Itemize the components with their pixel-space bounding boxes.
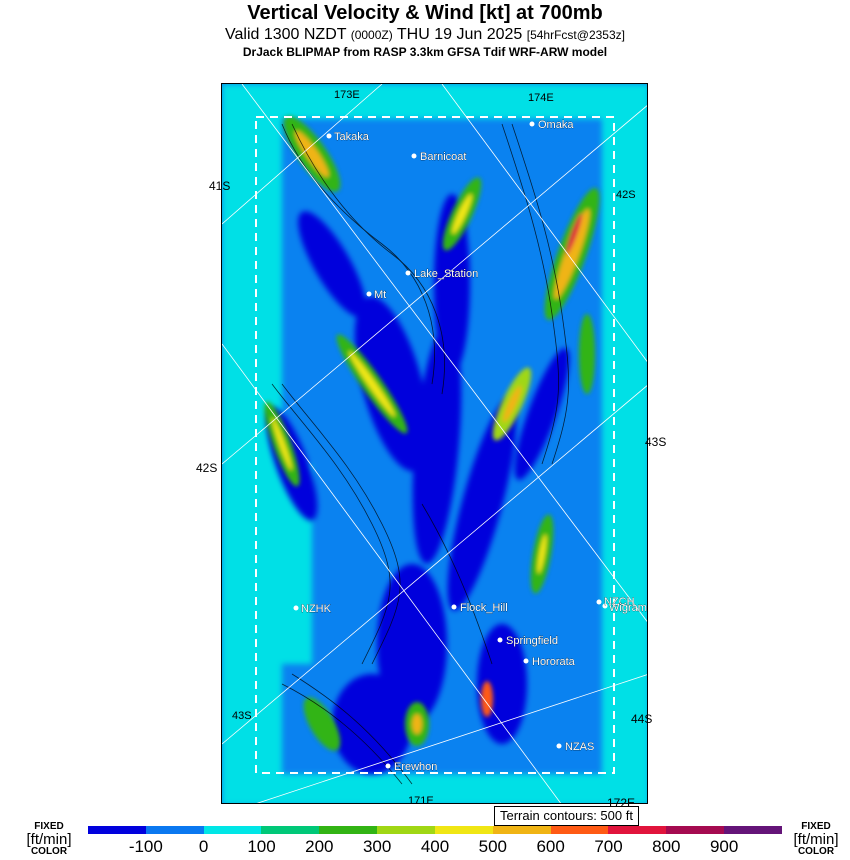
color-scale-swatch bbox=[377, 826, 435, 834]
station-marker-springfield bbox=[497, 637, 503, 643]
velocity-map: Takaka Omaka Barnicoat Lake_Station Mt N… bbox=[221, 83, 648, 804]
color-scale-tick-label: -100 bbox=[128, 837, 163, 856]
station-label-lake-station: Lake_Station bbox=[414, 268, 478, 280]
station-label-erewhon: Erewhon bbox=[394, 761, 437, 773]
station-marker-nzch bbox=[596, 599, 602, 605]
grid-label-171e: 171E bbox=[408, 795, 434, 804]
station-marker-omaka bbox=[529, 121, 535, 127]
model-info: DrJack BLIPMAP from RASP 3.3km GFSA Tdif… bbox=[242, 45, 608, 59]
color-scale-tick-label: 300 bbox=[362, 837, 392, 856]
station-marker-erewhon bbox=[385, 763, 391, 769]
legend-units-right: FIXED [ft/min] COLOR bbox=[786, 822, 846, 857]
station-markers bbox=[293, 121, 608, 769]
legend-unit-right: [ft/min] bbox=[793, 831, 839, 848]
station-label-nzas: NZAS bbox=[565, 741, 594, 753]
station-label-nzch: NZCH bbox=[604, 596, 635, 608]
color-scale-swatch bbox=[434, 826, 493, 834]
graticule bbox=[222, 84, 647, 803]
color-scale-swatch bbox=[608, 826, 667, 834]
valid-date: THU 19 Jun 2025 bbox=[396, 26, 523, 43]
station-label-omaka: Omaka bbox=[538, 119, 574, 131]
station-label-takaka: Takaka bbox=[334, 131, 370, 143]
station-labels: Takaka Omaka Barnicoat Lake_Station Mt N… bbox=[301, 119, 647, 773]
color-scale-tick-label: 600 bbox=[536, 837, 565, 856]
station-label-nzhk: NZHK bbox=[301, 603, 332, 615]
legend-color-right: COLOR bbox=[797, 846, 835, 857]
station-marker-barnicoat bbox=[411, 153, 417, 159]
color-scale-tick-label: 100 bbox=[247, 837, 276, 856]
chart-title: Vertical Velocity & Wind [kt] at 700mb bbox=[247, 2, 603, 24]
station-label-barnicoat: Barnicoat bbox=[420, 151, 466, 163]
station-label-springfield: Springfield bbox=[506, 635, 558, 647]
grid-label-43s-right: 43S bbox=[645, 435, 667, 449]
inner-grid-labels: 173E 174E 42S 43S 171E bbox=[232, 89, 636, 804]
color-scale-tick-label: 800 bbox=[652, 837, 681, 856]
legend-unit-left: [ft/min] bbox=[26, 831, 72, 848]
color-scale-swatch bbox=[261, 826, 320, 834]
legend-units-left: FIXED [ft/min] COLOR bbox=[10, 822, 88, 857]
station-label-mt: Mt bbox=[374, 289, 386, 301]
legend-fixed-left: FIXED bbox=[34, 821, 64, 832]
color-scale-swatch bbox=[319, 826, 378, 834]
field-updraft bbox=[264, 116, 600, 751]
station-marker-nzas bbox=[556, 743, 562, 749]
color-scale-swatch bbox=[550, 826, 609, 834]
color-scale-tick-label: 700 bbox=[594, 837, 623, 856]
terrain-contour-note: Terrain contours: 500 ft bbox=[494, 806, 639, 826]
station-label-hororata: Hororata bbox=[532, 656, 576, 668]
color-scale-bar bbox=[88, 826, 782, 834]
station-marker-nzhk bbox=[293, 605, 299, 611]
color-scale-tick-label: 0 bbox=[198, 837, 209, 856]
station-label-flock-hill: Flock_Hill bbox=[460, 602, 508, 614]
legend-color-left: COLOR bbox=[30, 846, 68, 857]
legend-fixed-right: FIXED bbox=[801, 821, 831, 832]
color-scale-swatch bbox=[666, 826, 725, 834]
grid-label-43s-left: 43S bbox=[232, 710, 252, 722]
station-marker-mt bbox=[366, 291, 372, 297]
grid-label-42s-left: 42S bbox=[196, 461, 218, 475]
station-label-wigram: Wigram bbox=[609, 602, 647, 614]
color-scale-swatch bbox=[724, 826, 782, 834]
station-marker-wigram bbox=[602, 603, 608, 609]
valid-zulu: (0000Z) bbox=[350, 28, 393, 42]
station-marker-takaka bbox=[326, 133, 332, 139]
grid-label-42s-top: 42S bbox=[616, 189, 636, 201]
grid-label-41s: 41S bbox=[209, 179, 231, 193]
grid-label-173e: 173E bbox=[334, 89, 360, 101]
color-scale-tick-label: 900 bbox=[709, 837, 739, 856]
color-scale-swatch bbox=[88, 826, 146, 834]
domain-boundary bbox=[255, 116, 615, 774]
station-marker-flock-hill bbox=[451, 604, 457, 610]
forecast-info: [54hrFcst@2353z] bbox=[526, 28, 625, 42]
color-scale-tick-label: 500 bbox=[478, 837, 508, 856]
station-marker-lake-station bbox=[405, 270, 411, 276]
valid-main: Valid 1300 NZDT bbox=[225, 26, 347, 43]
color-scale-tick-label: 400 bbox=[420, 837, 450, 856]
grid-label-174e: 174E bbox=[528, 92, 554, 104]
color-scale-swatch bbox=[203, 826, 262, 834]
grid-label-44s: 44S bbox=[631, 712, 653, 726]
color-scale-swatch bbox=[492, 826, 551, 834]
station-marker-hororata bbox=[523, 658, 529, 664]
map-canvas: Takaka Omaka Barnicoat Lake_Station Mt N… bbox=[222, 84, 647, 804]
color-scale-tick-label: 200 bbox=[305, 837, 334, 856]
valid-time-line: Valid 1300 NZDT (0000Z) THU 19 Jun 2025 … bbox=[0, 26, 850, 44]
terrain-contours bbox=[271, 123, 569, 785]
color-scale-swatch bbox=[145, 826, 204, 834]
